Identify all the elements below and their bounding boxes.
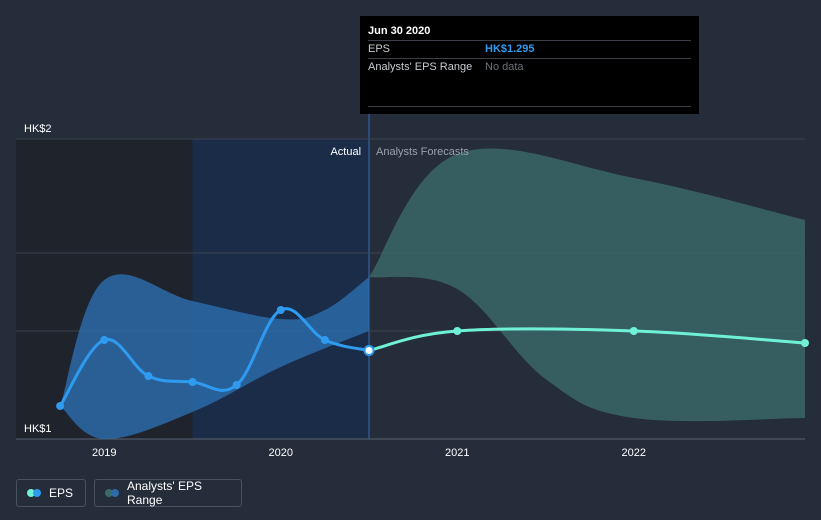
x-tick-label: 2022 <box>622 447 646 459</box>
background-shades <box>16 16 371 439</box>
eps-range-band-past <box>60 274 370 440</box>
eps-point <box>56 402 65 410</box>
tooltip-range-label: Analysts' EPS Range <box>368 61 473 73</box>
y-tick-label: HK$2 <box>24 123 52 135</box>
eps-point <box>320 336 329 344</box>
eps-forecast-point <box>453 327 462 335</box>
analysts-forecasts-label: Analysts Forecasts <box>376 146 469 158</box>
legend-item-eps[interactable]: EPS <box>16 479 86 507</box>
eps-range-band-forecast <box>369 148 805 422</box>
tooltip-eps-label: EPS <box>368 43 391 55</box>
x-tick-label: 2021 <box>445 447 469 459</box>
tick-labels: HK$2 HK$1 2019 2020 2021 2022 Actual Analysts F… <box>24 123 646 459</box>
legend-item-eps-range[interactable]: Analysts' EPS Range <box>94 479 242 507</box>
eps-point <box>232 381 241 389</box>
legend-eps-label: EPS <box>49 486 74 500</box>
tooltip-range-value: No data <box>485 61 524 73</box>
x-tick-label: 2020 <box>269 447 293 459</box>
legend: EPS Analysts' EPS Range <box>16 479 242 507</box>
legend-range-swatch-icon <box>105 489 119 497</box>
tooltip-date: Jun 30 2020 <box>368 25 431 37</box>
actual-label: Actual <box>330 146 361 158</box>
range-bands <box>60 148 805 440</box>
tooltip-row-eps: EPS HK$1.295 <box>368 40 691 58</box>
eps-point <box>276 306 285 314</box>
x-tick-label: 2019 <box>92 447 116 459</box>
tooltip-eps-value: HK$1.295 <box>485 43 535 55</box>
y-tick-label: HK$1 <box>24 423 52 435</box>
hover-tooltip: Jun 30 2020 EPS HK$1.295 Analysts' EPS R… <box>360 16 699 114</box>
eps-forecast-point <box>629 327 638 335</box>
eps-forecast-line <box>367 327 807 352</box>
eps-point-selected <box>363 345 375 356</box>
eps-point <box>188 378 197 386</box>
tooltip-divider <box>368 106 691 107</box>
eps-points <box>56 306 809 410</box>
legend-range-label: Analysts' EPS Range <box>127 479 202 507</box>
tooltip-row-range: Analysts' EPS Range No data <box>368 58 691 76</box>
eps-point <box>144 372 153 380</box>
legend-eps-swatch-icon <box>27 489 41 497</box>
eps-forecast-point <box>801 339 809 347</box>
eps-point <box>100 336 109 344</box>
